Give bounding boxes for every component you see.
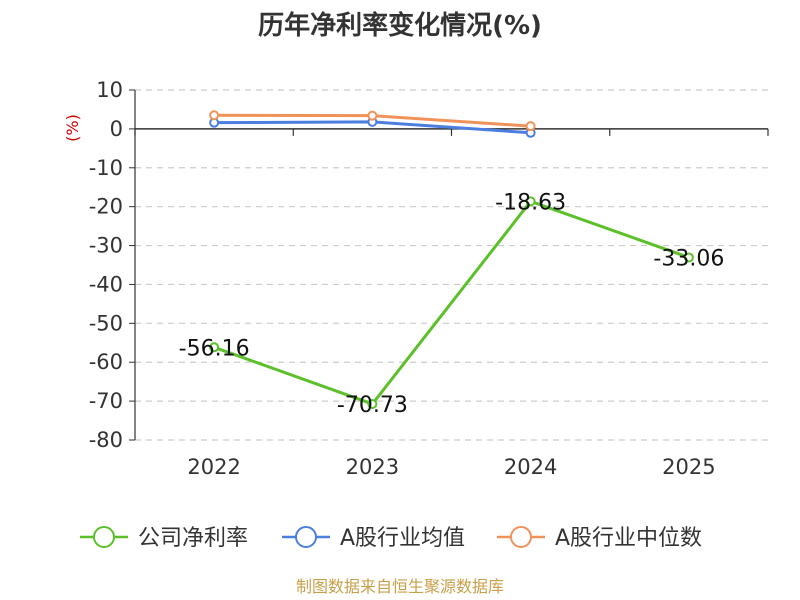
y-tick-label: -50 [89, 311, 123, 335]
y-tick-label: -60 [89, 350, 123, 374]
legend-item[interactable]: A股行业均值 [282, 526, 465, 551]
x-tick-label: 2022 [187, 455, 240, 479]
y-tick-label: -20 [89, 195, 123, 219]
y-tick-label: 0 [110, 117, 123, 141]
chart-title: 历年净利率变化情况(%) [258, 10, 542, 41]
series-lines [209, 110, 694, 409]
data-point[interactable] [367, 110, 378, 121]
legend-label: A股行业中位数 [555, 526, 702, 551]
y-tick-label: -70 [89, 389, 123, 413]
legend-item[interactable]: 公司净利率 [80, 526, 248, 551]
axes: 10 0 -10 -20 -30 -40 -50 -60 -70 -80 2022 2023 2024 2… [89, 78, 769, 479]
data-label: -70.73 [337, 393, 408, 418]
legend-marker [295, 526, 317, 548]
data-label: -56.16 [179, 336, 250, 361]
legend-marker [93, 526, 115, 548]
y-tick-label: 10 [96, 78, 123, 102]
data-point[interactable] [525, 121, 536, 132]
data-point[interactable] [209, 110, 220, 121]
legend-label: A股行业均值 [340, 526, 465, 551]
data-point[interactable] [525, 196, 536, 207]
x-tick-label: 2025 [662, 455, 715, 479]
x-tick-label: 2024 [504, 455, 557, 479]
data-labels: -56.16 -70.73 -18.63 -33.06 [179, 190, 725, 418]
data-label: -33.06 [653, 246, 724, 271]
legend-marker [510, 526, 532, 548]
y-tick-label: -40 [89, 272, 123, 296]
data-point[interactable] [367, 398, 378, 409]
y-tick-label: -80 [89, 428, 123, 452]
series-line [213, 199, 690, 406]
source-note: 制图数据来自恒生聚源数据库 [296, 577, 504, 596]
data-label: -18.63 [495, 190, 566, 215]
x-tick-label: 2023 [346, 455, 399, 479]
legend-item[interactable]: A股行业中位数 [497, 526, 702, 551]
y-tick-label: -30 [89, 234, 123, 258]
y-tick-label: -10 [89, 156, 123, 180]
data-point[interactable] [209, 342, 220, 353]
y-axis-unit-label: (%) [63, 114, 82, 142]
data-point[interactable] [683, 252, 694, 263]
legend[interactable]: 公司净利率 A股行业均值 A股行业中位数 [80, 526, 702, 551]
legend-label: 公司净利率 [138, 526, 248, 551]
